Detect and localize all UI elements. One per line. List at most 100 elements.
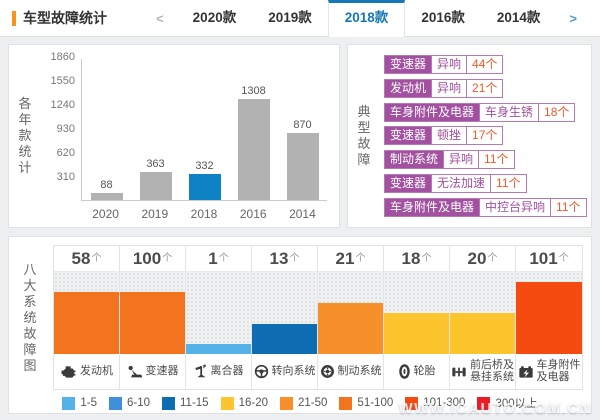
- gear-shifter-icon: [127, 365, 143, 379]
- fault-tag-row[interactable]: 车身附件及电器 车身生锈 18个: [384, 102, 587, 122]
- year-bar-2014[interactable]: [286, 133, 319, 200]
- fault-tag-row[interactable]: 发动机 异响 21个: [384, 78, 587, 98]
- legend-swatch: [108, 396, 122, 410]
- yearly-bar-chart: 310 620 930 1240 1550 1860 88 363 332 1308 870 20…: [41, 51, 331, 223]
- fault-desc-tag: 异响: [443, 150, 480, 170]
- fault-count-tag: 11个: [478, 150, 515, 170]
- system-bar-engine[interactable]: [54, 292, 119, 354]
- year-bar-2018[interactable]: [188, 174, 221, 200]
- tab-2016[interactable]: 2016款: [421, 10, 465, 25]
- system-count-unit: 个: [162, 253, 173, 264]
- system-bar-steering[interactable]: [252, 324, 317, 354]
- system-footer-cell: 转向系统: [252, 354, 317, 389]
- prev-arrow-icon[interactable]: <: [156, 10, 164, 26]
- bar-value-label: 363: [146, 158, 165, 170]
- fault-tag-row[interactable]: 变速器 异响 44个: [384, 55, 587, 74]
- fault-tag-row[interactable]: 变速器 顿挫 17个: [384, 126, 587, 146]
- system-bar-tire[interactable]: [384, 313, 449, 354]
- year-bar-slot: 332: [180, 160, 229, 200]
- year-bar-2016[interactable]: [237, 99, 270, 200]
- system-bar-zone: [54, 272, 119, 354]
- system-bar-axle-suspension[interactable]: [450, 313, 515, 354]
- tab-2019[interactable]: 2019款: [268, 10, 312, 25]
- legend-swatch: [477, 396, 491, 410]
- system-count-cell: 18个: [384, 246, 449, 272]
- system-count-unit: 个: [558, 253, 569, 264]
- system-label: 离合器: [210, 364, 244, 377]
- system-bar-braking[interactable]: [318, 303, 383, 354]
- x-axis-label: 2016: [239, 207, 267, 221]
- bar-value-label: 870: [293, 119, 312, 131]
- tab-2020[interactable]: 2020款: [192, 10, 237, 25]
- legend-item: 6-10: [108, 395, 151, 411]
- y-tick: 310: [56, 171, 75, 183]
- system-count-cell: 101个: [516, 246, 582, 272]
- system-column-tire[interactable]: 18个轮胎: [384, 246, 450, 389]
- legend-label: 300以上: [495, 398, 538, 410]
- system-bar-clutch[interactable]: [186, 344, 251, 354]
- year-bar-slot: 870: [278, 119, 327, 200]
- system-bar-transmission[interactable]: [120, 292, 185, 354]
- system-column-transmission[interactable]: 100个变速器: [120, 246, 186, 389]
- system-count-cell: 21个: [318, 246, 383, 272]
- legend-swatch: [62, 396, 76, 410]
- tab-items: 2020款 2019款 2018款 2016款 2014款: [177, 0, 557, 37]
- yearly-side-label: 各年款统计: [18, 96, 32, 175]
- system-column-steering[interactable]: 13个 转向系统: [252, 246, 318, 389]
- tab-2018[interactable]: 2018款: [327, 0, 406, 37]
- system-column-body-electrics[interactable]: 101个车身附件 及电器: [516, 246, 582, 389]
- system-column-axle-suspension[interactable]: 20个前后桥及 悬挂系统: [450, 246, 516, 389]
- system-count-cell: 58个: [54, 246, 119, 272]
- fault-system-tag: 车身附件及电器: [384, 102, 481, 122]
- systems-fault-table: 58个 发动机 100个 变速器 1个 离合器 13个 转向系统 21个 制动系统 18个 轮胎 20个…: [53, 245, 583, 390]
- system-footer-cell: 前后桥及 悬挂系统: [450, 354, 515, 389]
- systems-side-label: 八大系统故障图: [23, 262, 37, 373]
- legend-item: 21-50: [280, 395, 327, 411]
- system-count-cell: 1个: [186, 246, 251, 272]
- year-bar-2019[interactable]: [139, 172, 172, 200]
- legend-item: 300以上: [477, 395, 538, 411]
- legend-item: 101-300: [405, 395, 465, 411]
- fault-desc-tag: 中控台异响: [479, 197, 552, 217]
- system-count-unit: 个: [355, 253, 366, 264]
- fault-count-tag: 17个: [466, 126, 504, 146]
- system-column-braking[interactable]: 21个 制动系统: [318, 246, 384, 389]
- fault-tag-row[interactable]: 车身附件及电器 中控台异响 11个: [384, 197, 587, 217]
- bar-value-label: 332: [195, 160, 214, 172]
- fault-count-tag: 18个: [538, 102, 576, 122]
- system-count-value: 100: [132, 249, 162, 268]
- y-tick: 1240: [50, 99, 75, 111]
- fault-system-tag: 车身附件及电器: [384, 197, 481, 217]
- page-title-wrap: 车型故障统计: [0, 0, 107, 36]
- next-arrow-icon[interactable]: >: [569, 10, 577, 26]
- system-bar-zone: [516, 272, 582, 354]
- legend-label: 21-50: [298, 397, 328, 409]
- fault-desc-tag: 车身生锈: [479, 102, 540, 122]
- system-bar-zone: [450, 272, 515, 354]
- title-marker-icon: [12, 10, 16, 26]
- system-count-value: 21: [335, 249, 355, 268]
- system-count-value: 20: [467, 249, 487, 268]
- system-footer-cell: 轮胎: [384, 354, 449, 389]
- legend-label: 6-10: [126, 397, 151, 409]
- tab-2014[interactable]: 2014款: [496, 10, 541, 25]
- fault-tag-row[interactable]: 制动系统 异响 11个: [384, 150, 587, 170]
- year-bar-2020[interactable]: [90, 193, 123, 200]
- system-bar-body-electrics[interactable]: [516, 282, 582, 354]
- system-label: 车身附件 及电器: [536, 359, 581, 383]
- system-label: 前后桥及 悬挂系统: [470, 359, 514, 383]
- system-column-engine[interactable]: 58个 发动机: [54, 246, 120, 389]
- system-count-unit: 个: [421, 253, 432, 264]
- year-bar-slot: 88: [82, 179, 131, 200]
- bar-value-label: 88: [100, 179, 113, 191]
- legend-label: 1-5: [80, 397, 97, 409]
- battery-icon: [518, 365, 534, 379]
- fault-tag-row[interactable]: 变速器 无法加速 11个: [384, 174, 587, 194]
- system-column-clutch[interactable]: 1个离合器: [186, 246, 252, 389]
- x-axis-label: 2018: [190, 207, 218, 221]
- system-footer-cell: 变速器: [120, 354, 185, 389]
- system-count-cell: 20个: [450, 246, 515, 272]
- system-count-value: 18: [401, 249, 421, 268]
- legend-swatch: [220, 396, 234, 410]
